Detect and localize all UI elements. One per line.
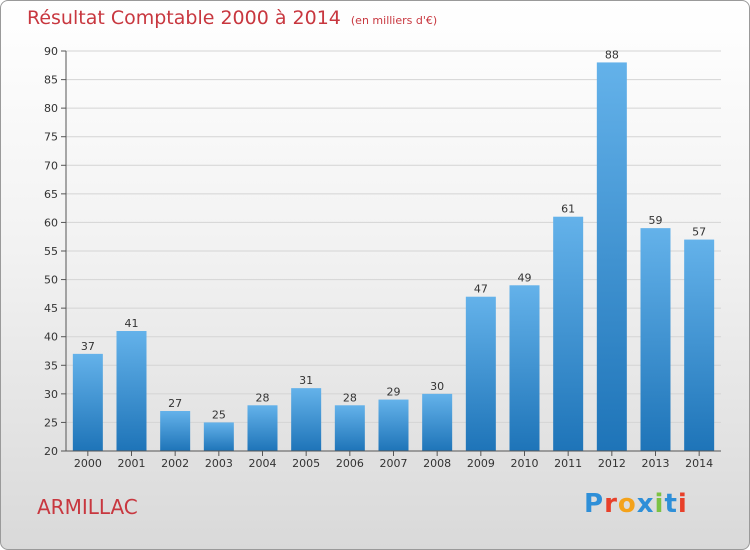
y-tick-label: 40: [44, 331, 58, 344]
y-tick-label: 55: [44, 245, 58, 258]
proxiti-logo[interactable]: Proxiti: [584, 489, 688, 519]
x-tick-label: 2010: [511, 457, 539, 470]
bar: [247, 405, 278, 451]
y-tick-label: 30: [44, 388, 58, 401]
chart-subtitle: (en milliers d'€): [350, 14, 438, 27]
logo-letter: t: [664, 489, 678, 519]
x-tick-label: 2007: [380, 457, 408, 470]
location-label: ARMILLAC: [37, 495, 138, 519]
bar: [160, 411, 191, 451]
bar-value-label: 61: [561, 203, 575, 216]
axes: [61, 50, 721, 456]
bar: [509, 285, 540, 451]
bar: [553, 216, 584, 451]
bar: [203, 422, 234, 451]
bar: [291, 388, 322, 451]
x-tick-label: 2000: [74, 457, 102, 470]
bar-value-label: 88: [605, 48, 619, 61]
bar: [465, 296, 496, 451]
x-tick-label: 2013: [642, 457, 670, 470]
bars: [72, 62, 715, 452]
bar-value-label: 37: [81, 340, 95, 353]
bar-value-label: 25: [212, 408, 226, 421]
bar-value-label: 49: [518, 271, 532, 284]
x-tick-label: 2009: [467, 457, 495, 470]
bar-value-label: 29: [387, 386, 401, 399]
bar-value-label: 27: [168, 397, 182, 410]
chart-title: Résultat Comptable 2000 à 2014: [27, 7, 341, 29]
logo-letter: i: [677, 489, 688, 519]
bar: [596, 62, 627, 452]
y-tick-label: 90: [44, 45, 58, 58]
title-block: Résultat Comptable 2000 à 2014 (en millie…: [27, 7, 437, 29]
x-tick-label: 2014: [685, 457, 713, 470]
bar: [640, 228, 671, 451]
y-tick-label: 50: [44, 274, 58, 287]
bar-value-label: 30: [430, 380, 444, 393]
bar: [378, 399, 409, 451]
y-tick-label: 45: [44, 302, 58, 315]
logo-letter: x: [636, 489, 655, 519]
y-tick-label: 35: [44, 359, 58, 372]
y-tick-label: 75: [44, 131, 58, 144]
x-tick-label: 2004: [249, 457, 277, 470]
bar-value-label: 57: [692, 226, 706, 239]
x-tick-label: 2011: [554, 457, 582, 470]
bar-value-label: 28: [343, 391, 357, 404]
y-tick-label: 70: [44, 159, 58, 172]
y-tick-label: 85: [44, 74, 58, 87]
y-tick-label: 60: [44, 216, 58, 229]
y-tick-label: 20: [44, 445, 58, 458]
y-tick-label: 25: [44, 416, 58, 429]
x-tick-label: 2008: [423, 457, 451, 470]
logo-letter: o: [617, 489, 637, 519]
x-tick-label: 2006: [336, 457, 364, 470]
bar: [334, 405, 365, 451]
bar: [684, 239, 715, 451]
logo-letter: P: [584, 489, 605, 519]
x-tick-label: 2003: [205, 457, 233, 470]
x-tick-label: 2002: [161, 457, 189, 470]
logo-letter: i: [654, 489, 665, 519]
x-tick-label: 2012: [598, 457, 626, 470]
bar: [422, 393, 453, 451]
labels: 20 25 30 35 40 45 50 55 60 65 70 75 80 85 90 37 2000 41 20…: [44, 45, 713, 470]
bar-value-label: 47: [474, 283, 488, 296]
logo-letter: r: [604, 489, 618, 519]
bar-value-label: 41: [125, 317, 139, 330]
bar-value-label: 59: [649, 214, 663, 227]
bar: [116, 331, 147, 451]
y-tick-label: 65: [44, 188, 58, 201]
y-tick-label: 80: [44, 102, 58, 115]
bar: [72, 353, 103, 451]
bar-value-label: 28: [256, 391, 270, 404]
bar-value-label: 31: [299, 374, 313, 387]
x-tick-label: 2001: [118, 457, 146, 470]
x-tick-label: 2005: [292, 457, 320, 470]
